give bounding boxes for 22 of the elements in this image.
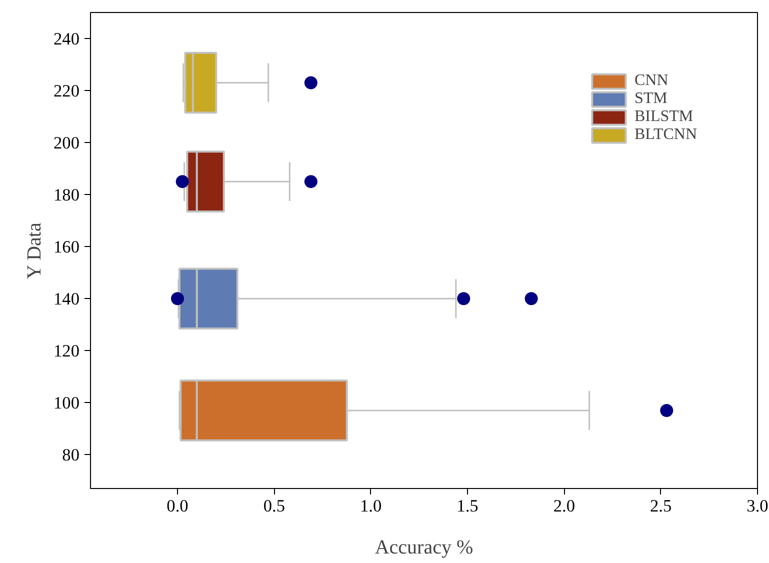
y-tick-label: 160 bbox=[54, 238, 80, 257]
x-tick-label: 2.5 bbox=[650, 496, 672, 516]
x-tick-label: 1.5 bbox=[456, 496, 478, 516]
y-tick-label: 200 bbox=[54, 134, 80, 153]
legend-label: BLTCNN bbox=[634, 126, 697, 144]
y-axis-title: Y Data bbox=[24, 222, 46, 280]
legend-label: CNN bbox=[634, 72, 668, 90]
y-tick-label: 140 bbox=[54, 290, 80, 309]
y-tick-label: 180 bbox=[54, 186, 80, 205]
x-tick-label: 0.5 bbox=[263, 496, 286, 516]
legend-label: BILSTM bbox=[634, 108, 694, 126]
x-tick-label: 1.0 bbox=[360, 496, 382, 516]
y-tick-label: 240 bbox=[54, 30, 80, 49]
y-tick-label: 100 bbox=[54, 394, 80, 413]
legend-label: STM bbox=[634, 90, 668, 108]
x-tick-label: 2.0 bbox=[553, 496, 576, 516]
y-tick-label: 80 bbox=[62, 446, 80, 465]
x-tick-label: 3.0 bbox=[746, 496, 768, 516]
y-tick-label: 120 bbox=[54, 342, 80, 361]
x-tick-label: 0.0 bbox=[166, 496, 188, 516]
y-tick-label: 220 bbox=[54, 82, 80, 101]
x-axis-title: Accuracy % bbox=[374, 536, 474, 558]
